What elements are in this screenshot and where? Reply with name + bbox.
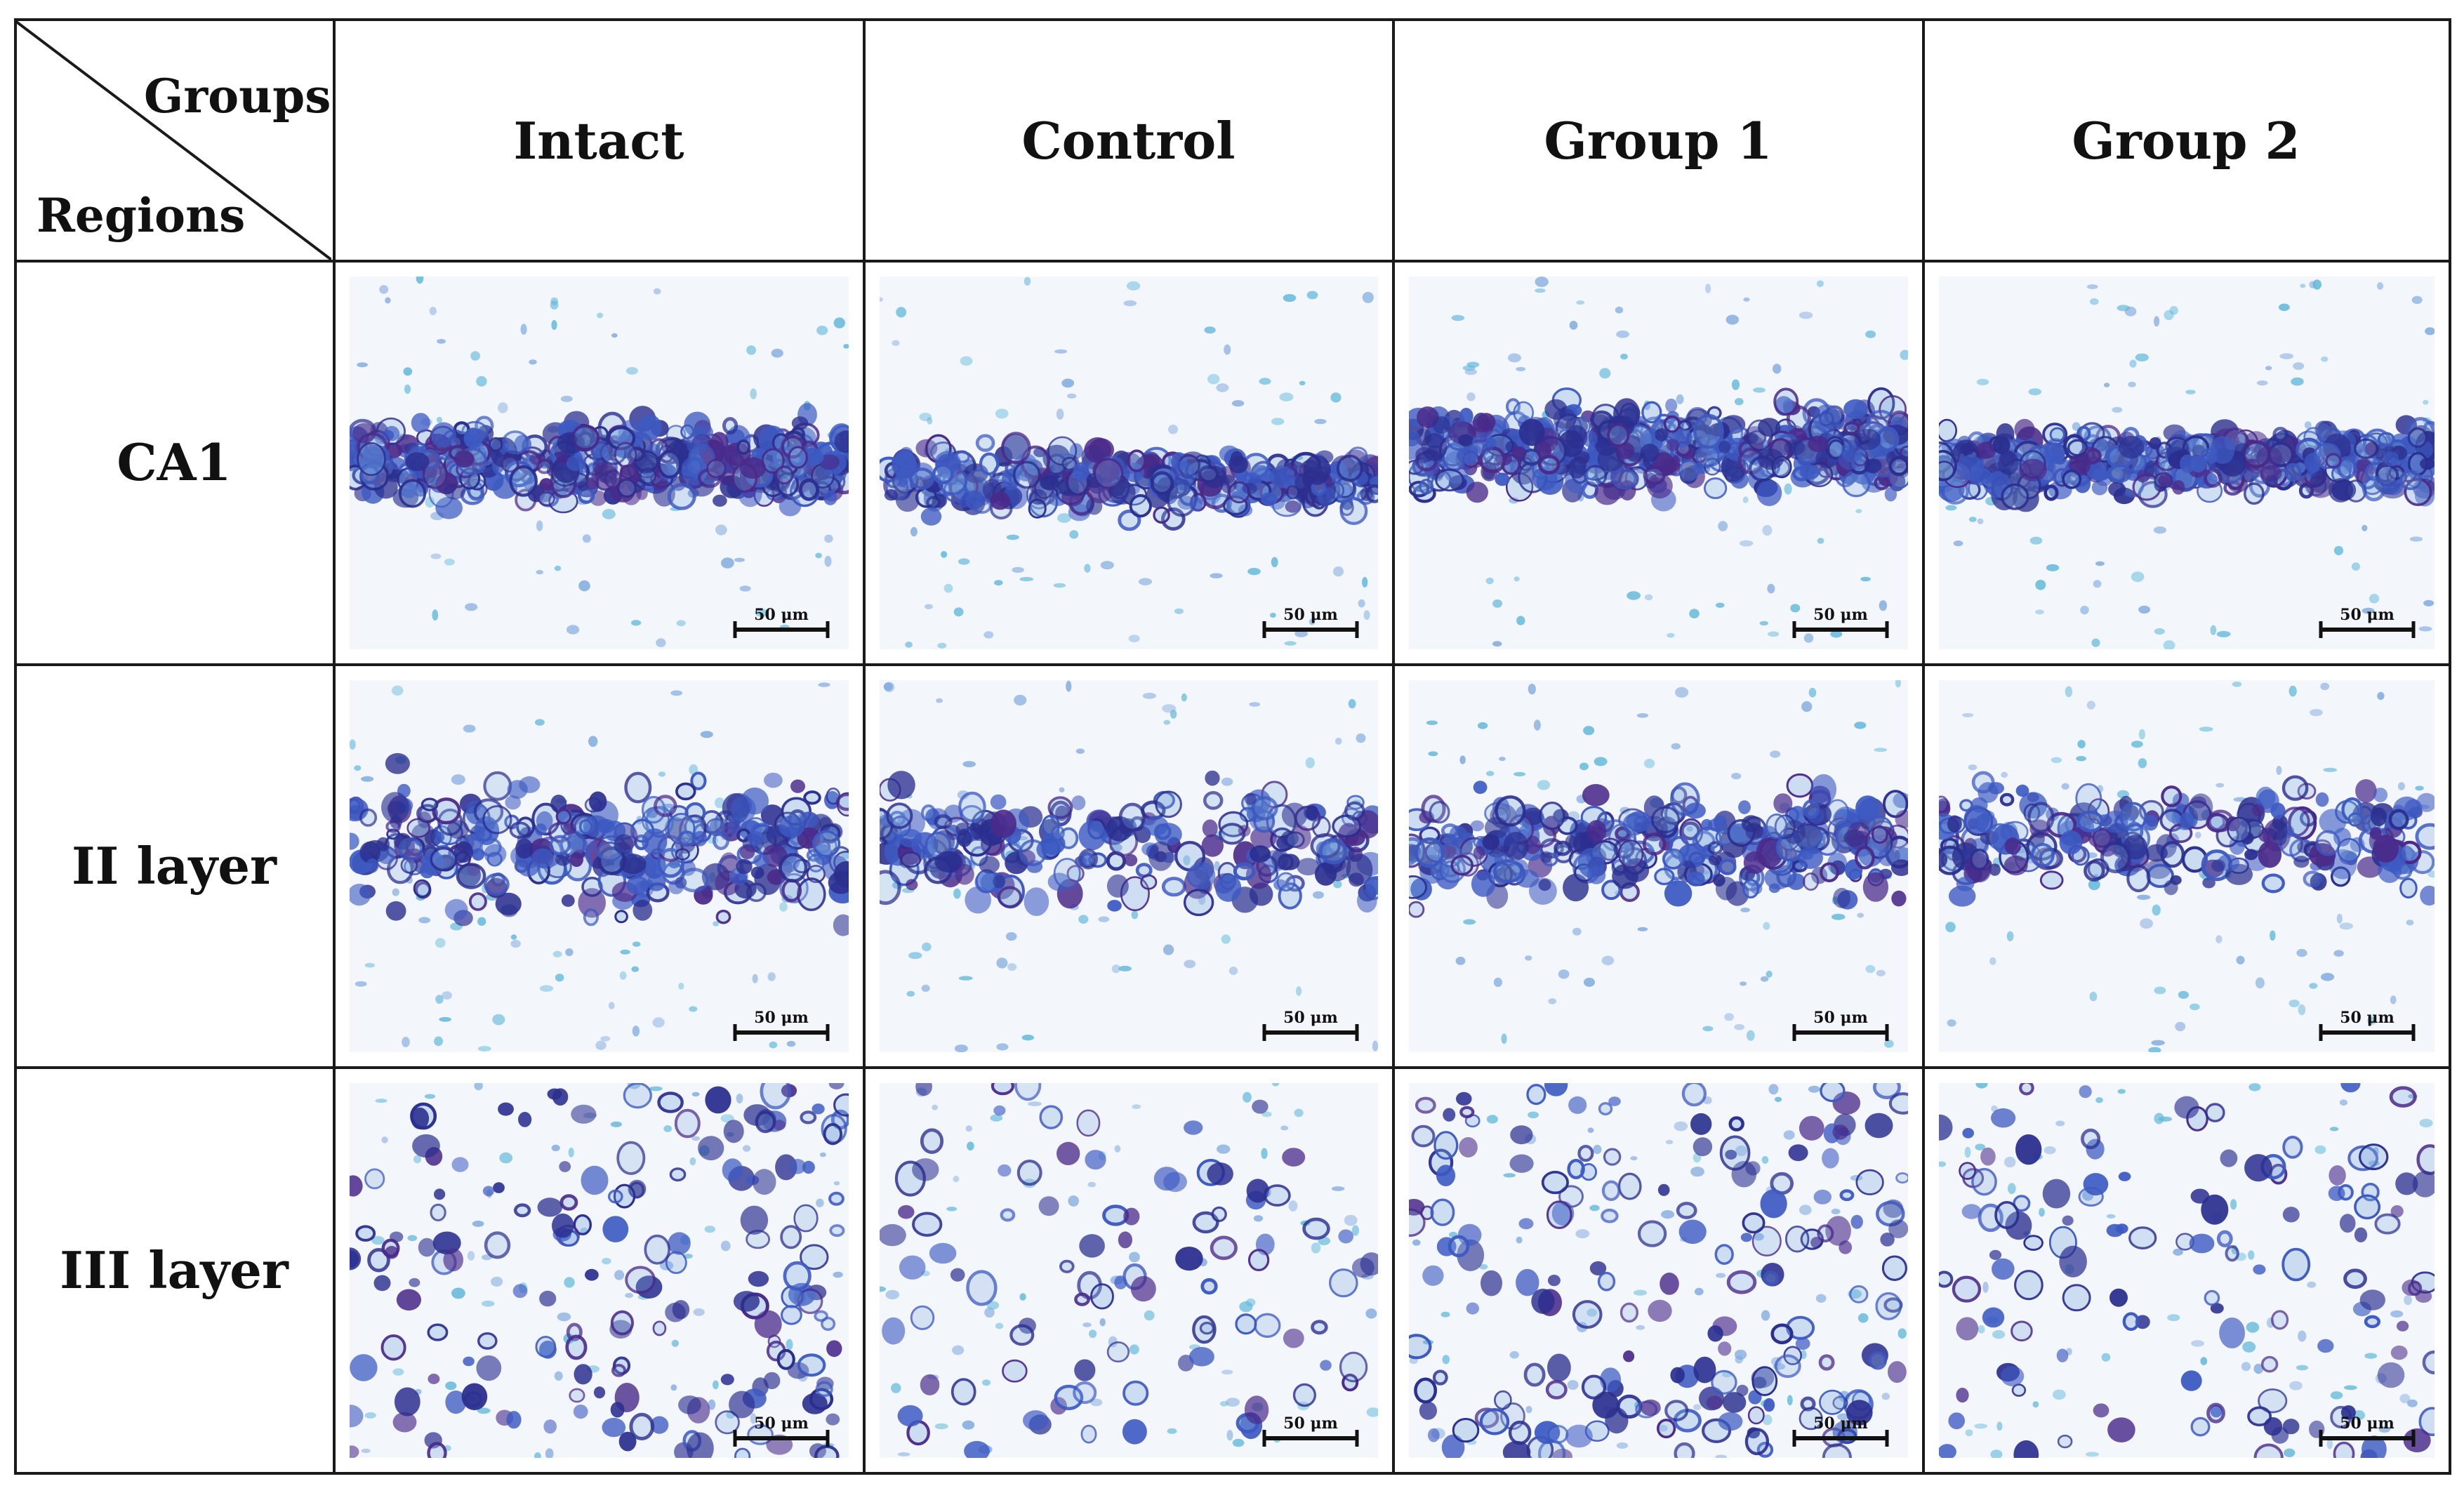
micrograph-iii-layer-intact: 50 μm [350,1083,849,1458]
glial-speckles [350,682,849,1051]
stained-neurons [350,403,849,519]
micrograph-image: 50 μm [1409,1083,1908,1458]
row-header-ii-layer: II layer [71,835,277,896]
micrograph-iii-layer-control: 50 μm [880,1083,1378,1458]
stained-neurons [880,432,1378,531]
scale-bar-label: 50 μm [2340,606,2395,624]
stained-neurons [1939,415,2435,512]
scale-bar: 50 μm [733,606,830,638]
scale-bar: 50 μm [1262,1414,1359,1447]
micrograph-image: 50 μm [350,680,849,1052]
glial-speckles [881,680,1378,1052]
micrograph-image: 50 μm [1409,680,1908,1052]
scale-bar: 50 μm [2319,1009,2416,1041]
micrograph-image: 50 μm [880,1083,1378,1458]
scale-bar-label: 50 μm [754,1414,809,1433]
scale-bar-label: 50 μm [2340,1414,2395,1433]
grid-hline [14,1472,2451,1475]
micrograph-ca1-intact: 50 μm [350,277,849,649]
micrograph-image: 50 μm [1409,277,1908,649]
micrograph-ca1-group-1: 50 μm [1409,277,1908,649]
grid-vline [863,18,866,1475]
stained-neurons [350,1083,849,1458]
stained-neurons [1409,773,1908,918]
micrograph-image: 50 μm [350,1083,849,1458]
grid-hline [14,18,2451,21]
scale-bar-label: 50 μm [754,606,809,624]
scale-bar-label: 50 μm [1283,1009,1338,1027]
micrograph-image: 50 μm [880,277,1378,649]
scale-bar-label: 50 μm [2340,1009,2395,1027]
column-header-intact: Intact [513,110,684,171]
scale-bar: 50 μm [1262,1009,1359,1041]
micrograph-ii-layer-group-1: 50 μm [1409,680,1908,1052]
micrograph-iii-layer-group-1: 50 μm [1409,1083,1908,1458]
glial-speckles [1424,277,1908,647]
stained-neurons [1409,387,1908,512]
micrograph-iii-layer-group-2: 50 μm [1939,1083,2435,1458]
stained-neurons [350,752,849,936]
scale-bar-label: 50 μm [1813,606,1868,624]
scale-bar: 50 μm [1792,1414,1889,1447]
scale-bar-label: 50 μm [1813,1009,1868,1027]
grid-vline [2449,18,2451,1475]
micrograph-ii-layer-intact: 50 μm [350,680,849,1052]
micrograph-ca1-control: 50 μm [880,277,1378,649]
stained-neurons [1939,771,2435,907]
micrograph-image: 50 μm [1939,277,2435,649]
scale-bar-label: 50 μm [1813,1414,1868,1433]
column-header-control: Control [1021,110,1236,171]
scale-bar: 50 μm [1792,1009,1889,1041]
micrograph-ii-layer-control: 50 μm [880,680,1378,1052]
micrograph-ca1-group-2: 50 μm [1939,277,2435,649]
grid-vline [14,18,17,1475]
micrograph-ii-layer-group-2: 50 μm [1939,680,2435,1052]
column-header-group-2: Group 2 [2072,110,2300,171]
scale-bar: 50 μm [1792,606,1889,638]
scale-bar: 50 μm [733,1009,830,1041]
scale-bar-label: 50 μm [1283,606,1338,624]
micrograph-image: 50 μm [1939,680,2435,1052]
scale-bar-label: 50 μm [754,1009,809,1027]
micrograph-image: 50 μm [350,277,849,649]
corner-diagonal [15,21,331,260]
stained-neurons [880,1083,1378,1458]
stained-neurons [1409,1083,1908,1458]
scale-bar: 50 μm [1262,606,1359,638]
corner-label-regions: Regions [37,188,246,243]
grid-hline [14,260,2451,263]
grid-vline [1392,18,1395,1475]
corner-label-groups: Groups [144,69,331,124]
grid-hline [14,1066,2451,1069]
scale-bar: 50 μm [2319,606,2416,638]
grid-vline [1922,18,1925,1475]
scale-bar: 50 μm [733,1414,830,1447]
grid-vline [333,18,336,1475]
micrograph-image: 50 μm [1939,1083,2435,1458]
column-header-group-1: Group 1 [1544,110,1773,171]
row-header-ca1: CA1 [117,432,232,492]
stained-neurons [880,770,1378,917]
row-header-iii-layer: III layer [60,1240,289,1300]
grid-hline [14,663,2451,666]
scale-bar: 50 μm [2319,1414,2416,1447]
stained-neurons [1939,1083,2435,1458]
scale-bar-label: 50 μm [1283,1414,1338,1433]
micrograph-image: 50 μm [880,680,1378,1052]
